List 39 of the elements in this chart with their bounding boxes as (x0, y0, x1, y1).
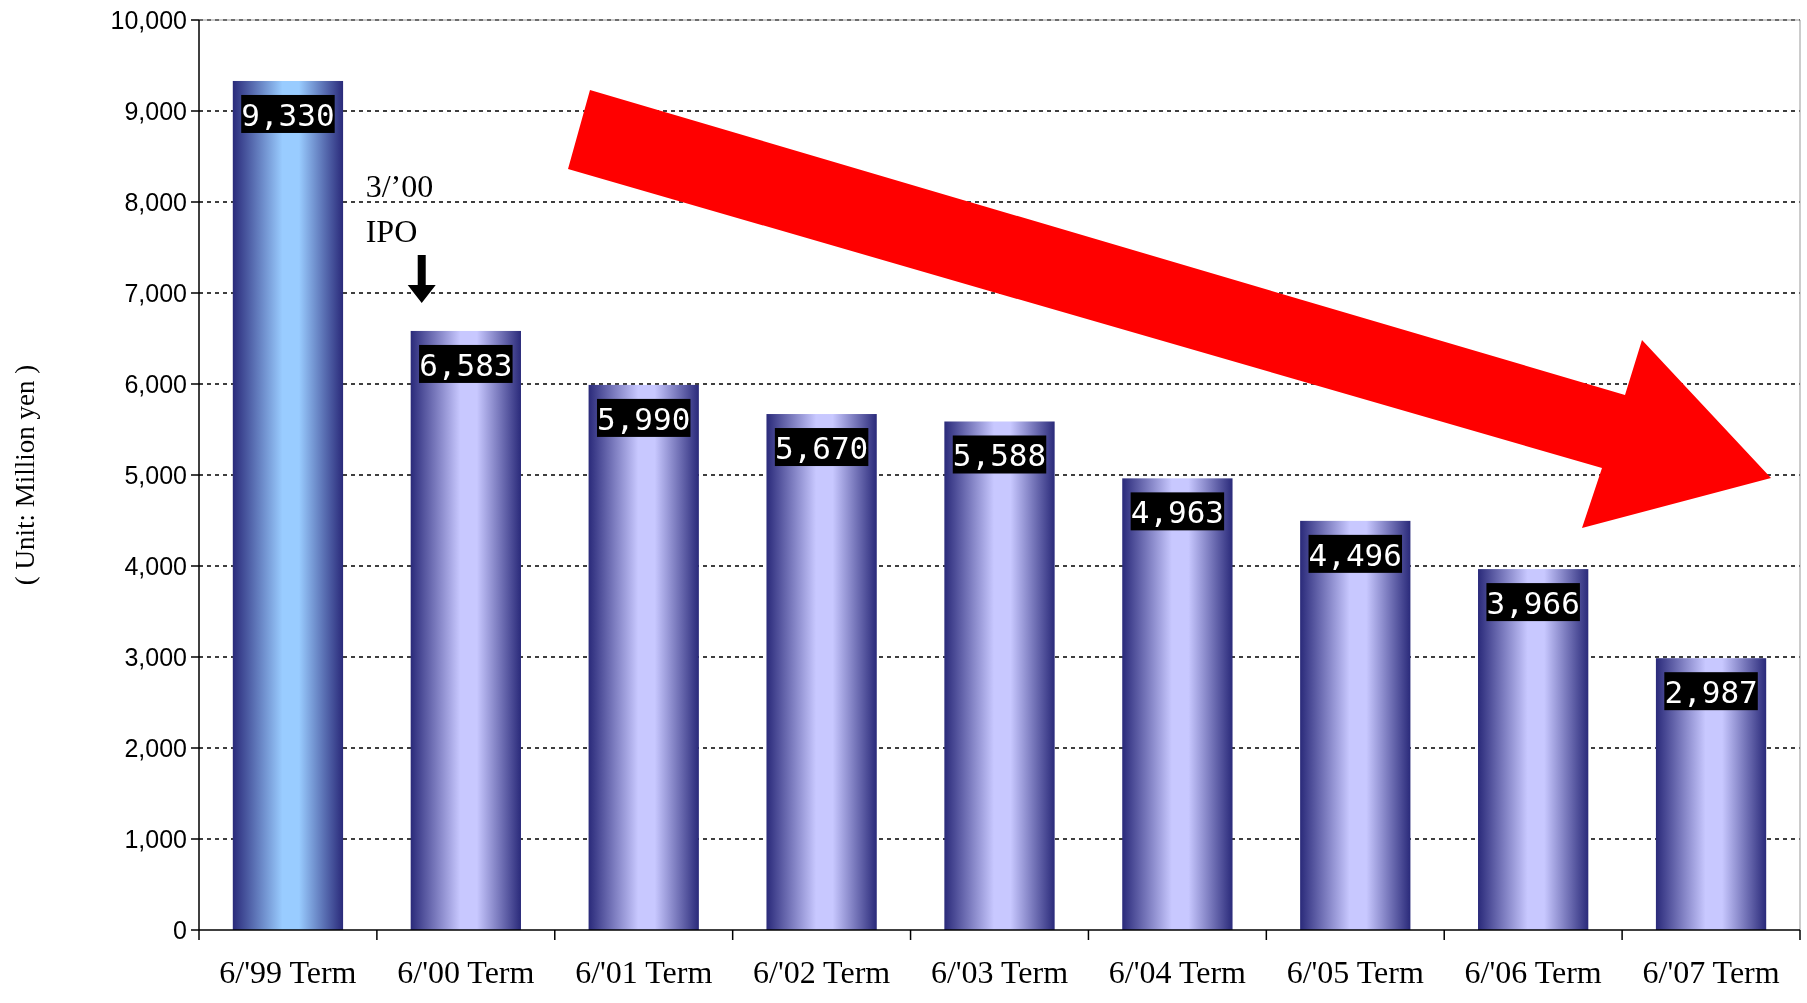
data-label: 5,990 (597, 400, 691, 437)
bar (1300, 520, 1411, 930)
x-tick-label: 6/'02 Term (753, 954, 891, 990)
x-tick-label: 6/'01 Term (575, 954, 713, 990)
y-tick-label: 5,000 (124, 460, 187, 489)
x-tick-label: 6/'05 Term (1286, 954, 1424, 990)
x-tick-label: 6/'03 Term (930, 954, 1069, 990)
y-tick-label: 2,000 (124, 733, 187, 762)
y-tick-label: 7,000 (124, 278, 187, 307)
bar (232, 80, 344, 930)
y-tick-label: 1,000 (124, 824, 187, 853)
y-tick-label: 10,000 (110, 5, 187, 34)
y-tick-label: 4,000 (124, 551, 187, 580)
annotation: 3/’00 IPO (365, 167, 434, 249)
bar (410, 330, 521, 930)
x-tick-label: 6/'99 Term (219, 954, 357, 990)
data-label: 5,670 (774, 429, 869, 466)
y-tick-label: 0 (173, 915, 187, 944)
y-tick-label: 9,000 (124, 96, 187, 125)
y-tick-label: 8,000 (124, 187, 187, 216)
data-label: 2,987 (1664, 674, 1758, 711)
y-tick-label: 3,000 (124, 642, 187, 671)
y-axis-title: ( Unit: Million yen ) (10, 364, 40, 586)
data-label: 4,496 (1308, 536, 1402, 573)
bar (1478, 569, 1589, 930)
x-tick-label: 6/'07 Term (1642, 954, 1780, 990)
x-tick-label: 6/'06 Term (1464, 954, 1602, 990)
data-label: 4,963 (1130, 494, 1225, 531)
bar (944, 421, 1055, 930)
bar (1122, 478, 1233, 930)
x-tick-label: 6/'00 Term (397, 954, 535, 990)
data-label: 3,966 (1486, 584, 1580, 621)
y-tick-label: 6,000 (124, 369, 187, 398)
bar (766, 414, 877, 930)
bar (588, 384, 699, 930)
data-label: 5,588 (952, 437, 1047, 474)
data-label: 6,583 (419, 346, 513, 383)
x-tick-label: 6/'04 Term (1108, 954, 1247, 990)
data-label: 9,330 (241, 96, 335, 133)
